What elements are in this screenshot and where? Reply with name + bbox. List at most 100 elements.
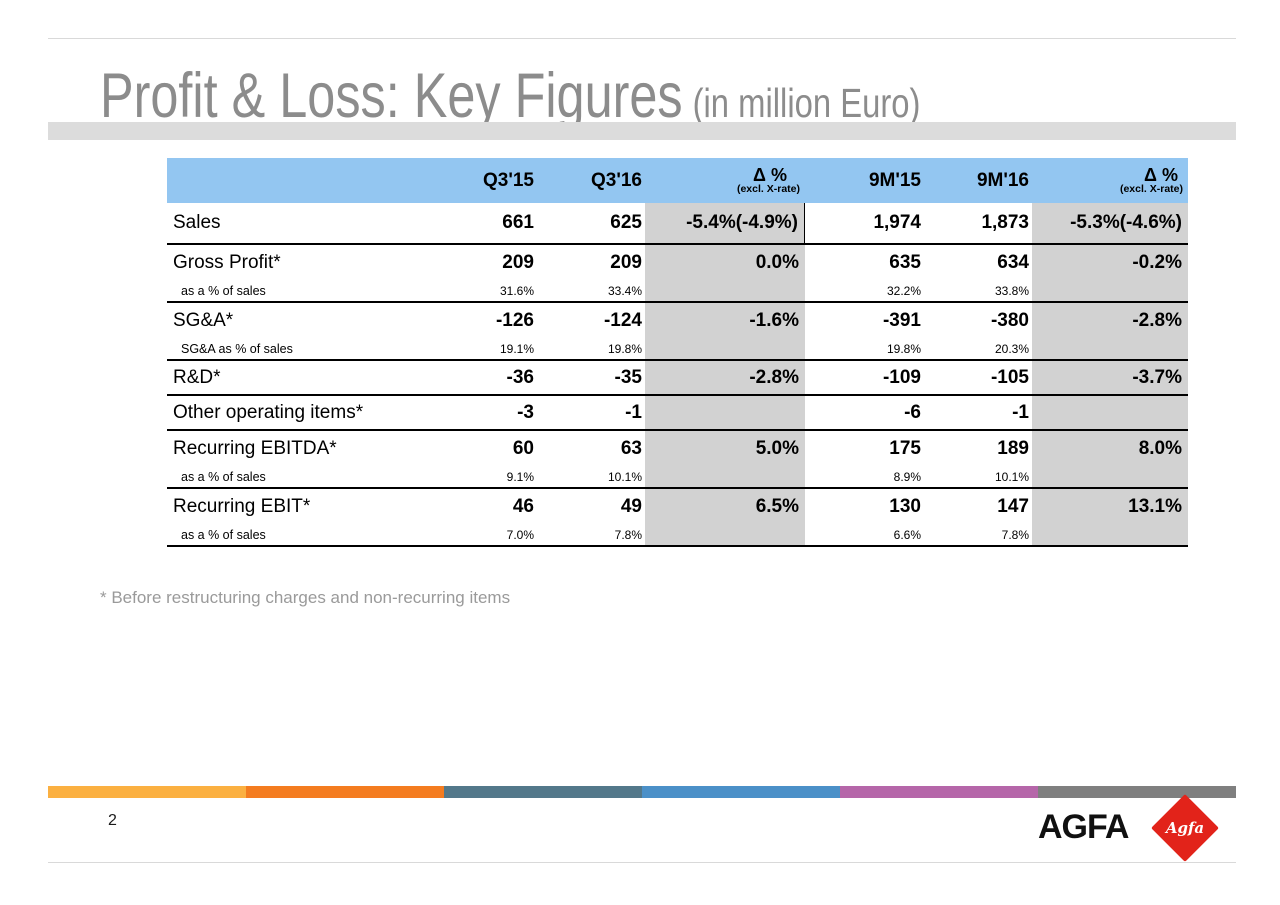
row-label: Gross Profit* (173, 251, 281, 273)
row-label: as a % of sales (181, 469, 266, 484)
cell-q3-15: 31.6% (499, 283, 534, 298)
table-row: Recurring EBIT* 46 49 6.5% 130 147 13.1% (167, 489, 1188, 524)
cell-delta-9m (1032, 280, 1188, 301)
agfa-diamond-script: Agfa (1165, 819, 1205, 837)
excl-xrate-label: (excl. X-rate) (736, 183, 800, 196)
cell-delta-q3 (645, 396, 805, 429)
stripe-segment-6 (1038, 786, 1236, 798)
page-title-unit: (in million Euro) (692, 80, 921, 126)
cell-delta-q3 (645, 466, 805, 487)
cell-9m-16: 634 (997, 251, 1029, 273)
cell-q3-16: -124 (603, 309, 642, 331)
cell-9m-15: -6 (904, 401, 921, 423)
cell-q3-15: -3 (517, 401, 534, 423)
cell-delta-9m: -0.2% (1032, 245, 1188, 280)
top-divider-line (48, 38, 1236, 39)
table-row: Other operating items* -3 -1 -6 -1 (167, 396, 1188, 431)
cell-q3-15: 46 (512, 495, 534, 517)
cell-delta-9m (1032, 396, 1188, 429)
row-label: SG&A as % of sales (181, 341, 293, 356)
cell-delta-9m: -5.3%(-4.6%) (1032, 203, 1188, 243)
cell-q3-15: 209 (502, 251, 534, 273)
cell-q3-15: 661 (502, 212, 534, 233)
cell-q3-16: -1 (625, 401, 642, 423)
delta-percent-label: Δ % (1144, 164, 1178, 185)
cell-delta-q3: 5.0% (645, 431, 805, 466)
cell-9m-16: -380 (990, 309, 1029, 331)
stripe-segment-1 (48, 786, 246, 798)
excl-xrate-label: (excl. X-rate) (1119, 183, 1183, 196)
cell-q3-16: 19.8% (607, 341, 642, 356)
stripe-segment-5 (840, 786, 1038, 798)
table-row: Sales 661 625 -5.4%(-4.9%) 1,974 1,873 -5.3%(-… (167, 203, 1188, 245)
cell-9m-16: 1,873 (981, 212, 1029, 233)
header-cell-9m-16: 9M'16 (976, 169, 1029, 191)
cell-q3-16: -35 (614, 366, 642, 388)
cell-9m-15: 130 (889, 495, 921, 517)
cell-9m-15: 32.2% (886, 283, 921, 298)
table-header-row: Q3'15 Q3'16 Δ % (excl. X-rate) 9M'15 9M'… (167, 158, 1188, 203)
cell-9m-16: 33.8% (994, 283, 1029, 298)
cell-delta-9m: 13.1% (1032, 489, 1188, 524)
cell-delta-9m (1032, 466, 1188, 487)
cell-delta-q3 (645, 524, 805, 545)
cell-9m-15: 1,974 (873, 212, 921, 233)
cell-9m-15: 8.9% (893, 469, 921, 484)
row-label: SG&A* (173, 309, 234, 331)
cell-q3-16: 10.1% (607, 469, 642, 484)
cell-delta-q3: 6.5% (645, 489, 805, 524)
cell-delta-9m (1032, 338, 1188, 359)
table-row: Recurring EBITDA* 60 63 5.0% 175 189 8.0% (167, 431, 1188, 466)
cell-delta-9m: -3.7% (1032, 361, 1188, 394)
footer-color-stripe (48, 786, 1236, 798)
cell-q3-15: -36 (506, 366, 534, 388)
header-cell-q3-16: Q3'16 (591, 169, 642, 191)
agfa-diamond-logo: Agfa (1151, 794, 1219, 862)
table-row: as a % of sales 31.6% 33.4% 32.2% 33.8% (167, 280, 1188, 303)
row-label: R&D* (173, 366, 221, 388)
cell-9m-16: 10.1% (994, 469, 1029, 484)
table-row: R&D* -36 -35 -2.8% -109 -105 -3.7% (167, 361, 1188, 396)
stripe-segment-4 (642, 786, 840, 798)
table-row: as a % of sales 7.0% 7.8% 6.6% 7.8% (167, 524, 1188, 547)
cell-9m-16: -1 (1012, 401, 1029, 423)
header-cell-q3-15: Q3'15 (483, 169, 534, 191)
cell-delta-9m (1032, 524, 1188, 545)
cell-9m-15: 175 (889, 437, 921, 459)
page-number: 2 (108, 812, 117, 829)
cell-9m-15: -109 (882, 366, 921, 388)
row-label: Recurring EBITDA* (173, 437, 337, 459)
table-row: as a % of sales 9.1% 10.1% 8.9% 10.1% (167, 466, 1188, 489)
row-label: Sales (173, 212, 221, 233)
cell-delta-q3 (645, 280, 805, 301)
cell-9m-15: 6.6% (893, 527, 921, 542)
cell-delta-9m: 8.0% (1032, 431, 1188, 466)
cell-q3-16: 625 (610, 212, 642, 233)
cell-q3-15: 7.0% (506, 527, 534, 542)
cell-9m-16: 7.8% (1001, 527, 1029, 542)
page-title: Profit & Loss: Key Figures (in million E… (100, 60, 920, 132)
agfa-wordmark: AGFA (1038, 808, 1129, 846)
page-title-main: Profit & Loss: Key Figures (100, 61, 683, 131)
cell-delta-q3 (645, 338, 805, 359)
row-label: Other operating items* (173, 401, 364, 423)
title-underline-bar (48, 122, 1236, 140)
cell-delta-9m: -2.8% (1032, 303, 1188, 338)
header-cell-blank (167, 158, 445, 203)
cell-9m-16: -105 (990, 366, 1029, 388)
table-row: SG&A as % of sales 19.1% 19.8% 19.8% 20.3% (167, 338, 1188, 361)
table-row: SG&A* -126 -124 -1.6% -391 -380 -2.8% (167, 303, 1188, 338)
table-body: Sales 661 625 -5.4%(-4.9%) 1,974 1,873 -5.3%(-… (167, 203, 1188, 547)
cell-q3-15: 19.1% (499, 341, 534, 356)
cell-9m-15: 635 (889, 251, 921, 273)
cell-q3-16: 63 (620, 437, 642, 459)
row-label: Recurring EBIT* (173, 495, 311, 517)
cell-delta-q3: -2.8% (645, 361, 805, 394)
row-label: as a % of sales (181, 527, 266, 542)
cell-q3-16: 209 (610, 251, 642, 273)
cell-9m-16: 189 (997, 437, 1029, 459)
table-row: Gross Profit* 209 209 0.0% 635 634 -0.2% (167, 245, 1188, 280)
cell-9m-15: 19.8% (886, 341, 921, 356)
profit-loss-table: Q3'15 Q3'16 Δ % (excl. X-rate) 9M'15 9M'… (167, 158, 1188, 547)
